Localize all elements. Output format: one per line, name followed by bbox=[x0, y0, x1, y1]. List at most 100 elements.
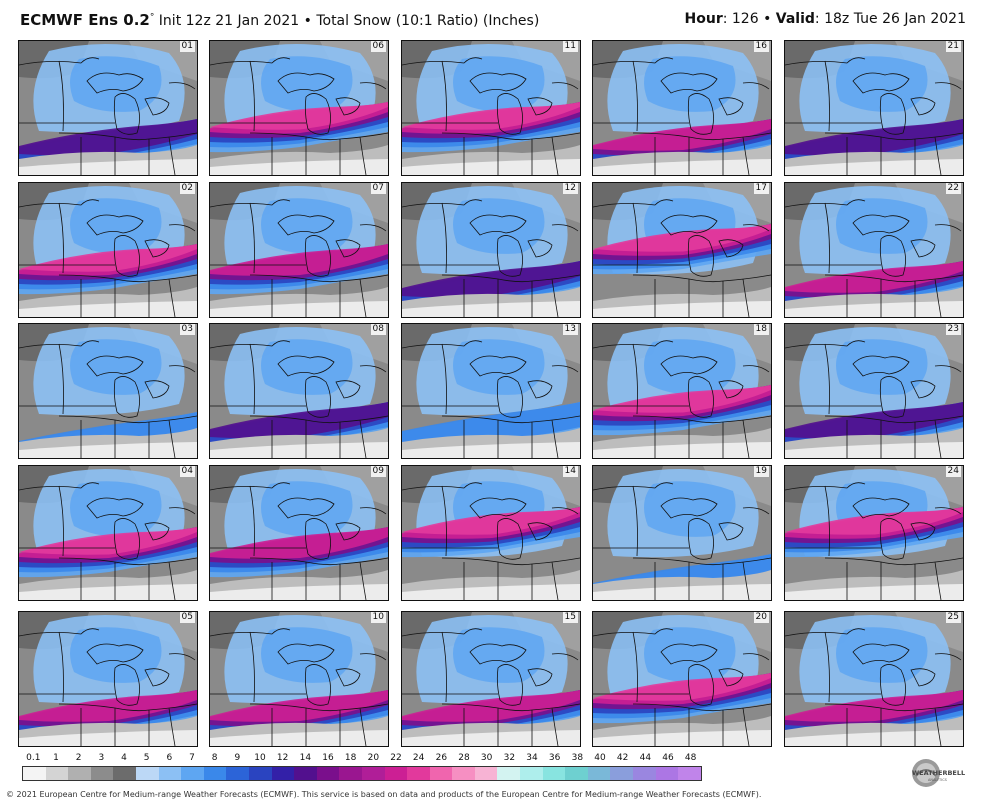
hour-label: Hour bbox=[684, 11, 723, 27]
member-panel: 08 bbox=[209, 323, 389, 459]
legend-swatch bbox=[520, 767, 543, 780]
member-panel: 17 bbox=[592, 182, 772, 318]
legend-label: 40 bbox=[594, 753, 606, 763]
legend-label: 8 bbox=[211, 753, 218, 763]
legend-label: 46 bbox=[662, 753, 674, 763]
degree-symbol: ° bbox=[149, 12, 155, 23]
legend-label: 32 bbox=[503, 753, 516, 763]
legend-label: 20 bbox=[367, 753, 380, 763]
weatherbell-logo: WEATHERBELL ANALYTICS bbox=[906, 756, 970, 790]
member-panel: 23 bbox=[784, 323, 964, 459]
legend-label: 18 bbox=[344, 753, 357, 763]
legend-swatch bbox=[497, 767, 521, 780]
legend-swatch bbox=[610, 767, 634, 780]
legend-label: 28 bbox=[458, 753, 470, 763]
legend-label: 1 bbox=[53, 753, 59, 763]
legend-swatch bbox=[429, 767, 453, 780]
member-number-label: 24 bbox=[945, 466, 961, 477]
member-number-label: 12 bbox=[562, 183, 578, 194]
legend-label: 34 bbox=[526, 753, 538, 763]
legend-label: 10 bbox=[254, 753, 266, 763]
legend-label: 26 bbox=[435, 753, 448, 763]
member-panel: 10 bbox=[209, 611, 389, 747]
valid-value: : 18z Tue 26 Jan 2021 bbox=[814, 11, 966, 27]
legend-label: 44 bbox=[639, 753, 652, 763]
member-number-label: 09 bbox=[370, 466, 386, 477]
map-title: ECMWF Ens 0.2° Init 12z 21 Jan 2021 • To… bbox=[20, 11, 539, 29]
logo-subtext: ANALYTICS bbox=[928, 778, 948, 782]
legend-swatch bbox=[542, 767, 566, 780]
legend-swatch bbox=[361, 767, 385, 780]
member-number-label: 08 bbox=[370, 324, 386, 335]
legend-swatch bbox=[587, 767, 611, 780]
member-number-label: 19 bbox=[753, 466, 769, 477]
legend-swatch bbox=[248, 767, 272, 780]
member-number-label: 25 bbox=[945, 612, 961, 623]
legend-label: 22 bbox=[390, 753, 402, 763]
legend-swatch bbox=[113, 767, 136, 780]
legend-swatch bbox=[474, 767, 498, 780]
valid-label: Valid bbox=[775, 11, 815, 27]
member-number-label: 17 bbox=[753, 183, 769, 194]
member-number-label: 10 bbox=[370, 612, 386, 623]
hour-value: : 126 • bbox=[722, 11, 776, 27]
member-panel: 01 bbox=[18, 40, 198, 176]
member-number-label: 11 bbox=[562, 41, 578, 52]
member-panel: 25 bbox=[784, 611, 964, 747]
legend-label: 6 bbox=[166, 753, 173, 763]
legend-labels: 0.1 1 2 3 4 5 6 7 8 9 10 12 14 16 18 20 22 24 26 28 30 32 34 36… bbox=[22, 753, 702, 765]
legend-label: 0.1 bbox=[26, 753, 41, 763]
legend-swatch bbox=[339, 767, 362, 780]
legend-label: 3 bbox=[98, 753, 105, 763]
member-panel: 04 bbox=[18, 465, 198, 601]
legend-swatch bbox=[181, 767, 204, 780]
member-panel: 09 bbox=[209, 465, 389, 601]
member-panel: 15 bbox=[401, 611, 581, 747]
legend-swatch bbox=[452, 767, 475, 780]
legend-label: 38 bbox=[571, 753, 584, 763]
legend-label: 4 bbox=[121, 753, 127, 763]
member-number-label: 15 bbox=[562, 612, 578, 623]
legend-swatch bbox=[407, 767, 430, 780]
copyright-footer: © 2021 European Centre for Medium-range … bbox=[6, 790, 762, 799]
ensemble-panel-grid: 01 06 11 16 21 02 07 12 17 22 03 08 13 18 23 04 09 14 19 24… bbox=[18, 40, 964, 747]
legend-label: 42 bbox=[616, 753, 629, 763]
legend-label: 16 bbox=[322, 753, 334, 763]
member-number-label: 05 bbox=[179, 612, 195, 623]
legend-swatch bbox=[23, 767, 46, 780]
map-header: ECMWF Ens 0.2° Init 12z 21 Jan 2021 • To… bbox=[0, 0, 984, 38]
legend-swatch bbox=[316, 767, 340, 780]
legend-label: 24 bbox=[412, 753, 425, 763]
legend-swatch bbox=[294, 767, 317, 780]
member-number-label: 07 bbox=[370, 183, 386, 194]
color-legend bbox=[22, 766, 702, 781]
member-number-label: 20 bbox=[753, 612, 769, 623]
legend-swatch bbox=[90, 767, 114, 780]
member-number-label: 13 bbox=[562, 324, 578, 335]
legend-label: 30 bbox=[480, 753, 493, 763]
member-number-label: 06 bbox=[370, 41, 386, 52]
legend-swatch bbox=[226, 767, 249, 780]
member-panel: 07 bbox=[209, 182, 389, 318]
member-panel: 24 bbox=[784, 465, 964, 601]
legend-swatch bbox=[68, 767, 91, 780]
member-number-label: 22 bbox=[945, 183, 961, 194]
member-panel: 21 bbox=[784, 40, 964, 176]
model-name: ECMWF Ens 0.2 bbox=[20, 11, 150, 29]
legend-swatch bbox=[158, 767, 182, 780]
member-number-label: 01 bbox=[179, 41, 195, 52]
legend-swatch bbox=[678, 767, 701, 780]
member-number-label: 21 bbox=[945, 41, 961, 52]
legend-label: 14 bbox=[299, 753, 312, 763]
logo-text: WEATHERBELL bbox=[912, 769, 965, 777]
legend-label: 2 bbox=[75, 753, 82, 763]
member-panel: 12 bbox=[401, 182, 581, 318]
member-panel: 11 bbox=[401, 40, 581, 176]
legend-swatch bbox=[203, 767, 227, 780]
legend-swatch bbox=[45, 767, 69, 780]
member-panel: 16 bbox=[592, 40, 772, 176]
member-panel: 22 bbox=[784, 182, 964, 318]
valid-time: Hour: 126 • Valid: 18z Tue 26 Jan 2021 bbox=[685, 11, 966, 27]
member-number-label: 23 bbox=[945, 324, 961, 335]
map-subtitle: Init 12z 21 Jan 2021 • Total Snow (10:1 … bbox=[158, 13, 540, 29]
